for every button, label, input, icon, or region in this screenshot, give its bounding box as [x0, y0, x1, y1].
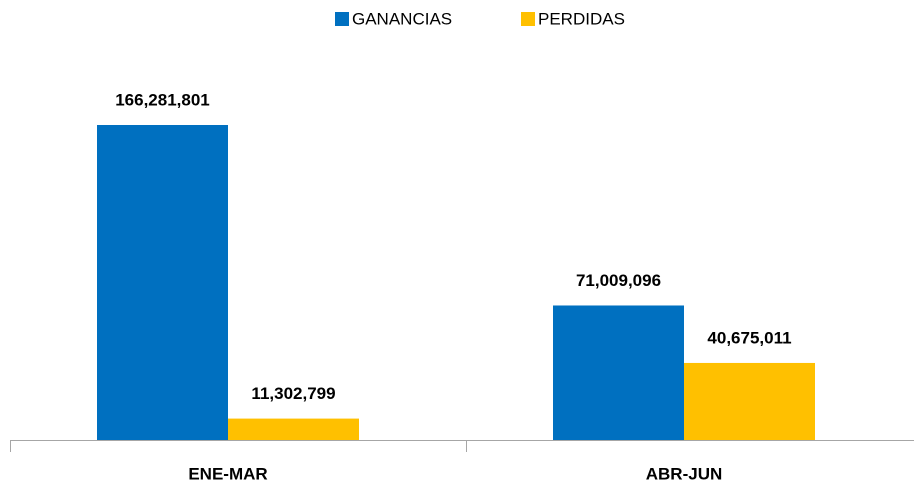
data-label: 166,281,801: [115, 90, 210, 109]
data-label: 71,009,096: [576, 271, 661, 290]
bar: [228, 418, 359, 440]
legend-swatch: [335, 12, 349, 26]
x-tick-label: ABR-JUN: [646, 464, 723, 483]
bar: [553, 305, 684, 440]
data-label: 11,302,799: [251, 384, 335, 403]
bar: [97, 125, 228, 440]
data-label: 40,675,011: [707, 328, 791, 347]
legend-swatch: [521, 12, 535, 26]
bar: [684, 362, 815, 440]
legend-label: PERDIDAS: [538, 9, 625, 28]
x-tick-label: ENE-MAR: [188, 464, 267, 483]
legend-label: GANANCIAS: [352, 9, 452, 28]
